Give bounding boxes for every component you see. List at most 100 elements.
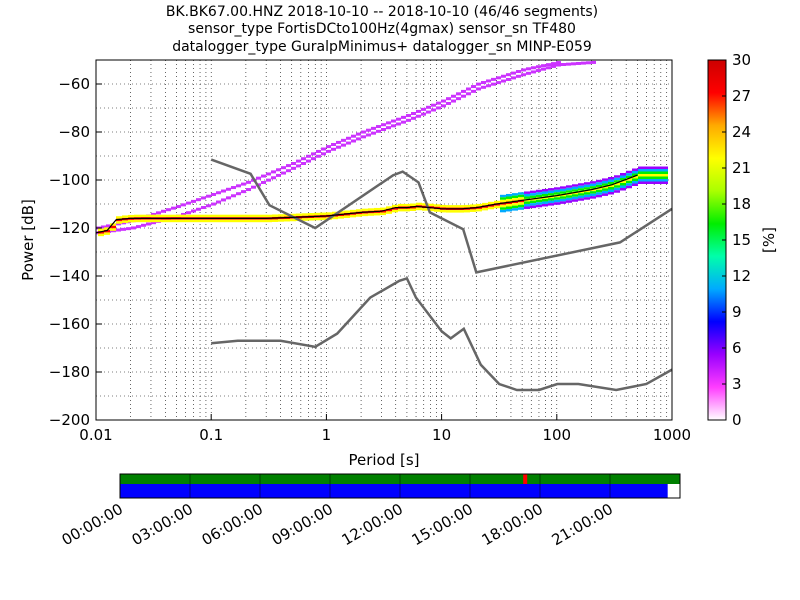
density-cell <box>488 201 494 205</box>
density-cell <box>464 209 470 213</box>
density-cell <box>464 204 470 208</box>
density-cell <box>261 180 266 184</box>
density-cell <box>416 207 422 211</box>
density-cell <box>596 184 602 188</box>
timeline-tick-label: 15:00:00 <box>409 500 476 549</box>
density-cell <box>458 210 464 213</box>
density-cell <box>271 176 276 180</box>
density-cell <box>452 210 458 213</box>
density-cell <box>656 179 662 182</box>
density-cell <box>590 188 596 192</box>
density-cell <box>551 64 556 68</box>
x-tick-label: 100 <box>542 426 571 444</box>
density-cell <box>560 191 566 194</box>
density-cell <box>356 209 362 212</box>
density-cell <box>572 196 578 200</box>
density-cell <box>276 168 281 172</box>
density-cell <box>554 199 560 203</box>
density-cell <box>131 226 136 230</box>
density-cell <box>556 61 561 65</box>
density-cell <box>590 186 596 189</box>
density-cell <box>578 183 584 186</box>
density-cell <box>632 180 638 184</box>
density-cell <box>246 180 251 184</box>
title-line-3: datalogger_type GuralpMinimus+ datalogge… <box>172 39 592 55</box>
density-cell <box>260 214 266 218</box>
density-cell <box>608 189 614 192</box>
density-cell <box>236 192 241 196</box>
density-cell <box>266 172 271 176</box>
density-cell <box>151 212 156 216</box>
density-cell <box>186 211 191 215</box>
density-cell <box>662 169 668 172</box>
density-cell <box>500 197 506 200</box>
density-cell <box>446 97 451 101</box>
density-cell <box>662 174 668 177</box>
density-cell <box>512 208 518 211</box>
density-cell <box>164 214 170 218</box>
density-cell <box>121 227 126 231</box>
density-cell <box>272 214 278 217</box>
density-cell <box>422 203 428 206</box>
density-cell <box>410 208 416 211</box>
density-cell <box>431 108 436 112</box>
density-cell <box>512 195 518 199</box>
density-cell <box>638 181 644 184</box>
density-cell <box>644 174 650 177</box>
density-cell <box>548 198 554 201</box>
density-cell <box>576 61 581 65</box>
density-cell <box>182 214 188 218</box>
timeline-tick-label: 09:00:00 <box>269 500 336 549</box>
density-cell <box>560 186 566 189</box>
density-cell <box>542 198 548 202</box>
density-cell <box>638 174 644 177</box>
density-cell <box>650 171 656 174</box>
density-cell <box>362 213 368 217</box>
density-cell <box>591 60 596 64</box>
density-cell <box>146 219 152 223</box>
density-cell <box>650 176 656 179</box>
density-cell <box>656 169 662 172</box>
density-cell <box>620 173 626 176</box>
density-cell <box>106 224 111 228</box>
density-cell <box>571 62 576 66</box>
density-cell <box>231 186 236 190</box>
density-cell <box>176 219 182 223</box>
density-cell <box>326 212 332 215</box>
high-noise-model-line <box>210 158 673 274</box>
density-cell <box>374 207 380 211</box>
density-cell <box>572 199 578 202</box>
density-cell <box>134 214 140 218</box>
density-cell <box>608 181 614 185</box>
density-cell <box>221 198 226 202</box>
density-cell <box>152 214 158 218</box>
density-cell <box>512 198 518 201</box>
title-line-1: BK.BK67.00.HNZ 2018-10-10 -- 2018-10-10 … <box>166 4 598 20</box>
y-tick-label: −180 <box>49 363 90 381</box>
density-cell <box>602 188 608 191</box>
density-cell <box>380 207 386 211</box>
timeline-tick-label: 03:00:00 <box>129 500 196 549</box>
x-axis-label: Period [s] <box>348 451 419 469</box>
density-cell <box>441 99 446 103</box>
density-cell <box>211 202 216 206</box>
density-cell <box>146 214 152 218</box>
density-cell <box>470 204 476 207</box>
density-cell <box>608 191 614 195</box>
density-cell <box>578 195 584 199</box>
density-cell <box>542 188 548 192</box>
density-cell <box>626 178 632 181</box>
density-cell <box>626 185 632 189</box>
density-cell <box>632 175 638 179</box>
density-cell <box>401 115 406 119</box>
density-cell <box>656 181 662 184</box>
density-cell <box>626 175 632 179</box>
density-cell <box>272 219 278 222</box>
density-cell <box>301 162 306 166</box>
density-cell <box>440 204 446 208</box>
density-cell <box>371 126 376 130</box>
density-cell <box>536 69 541 73</box>
density-cell <box>356 137 361 141</box>
density-cell <box>572 186 578 190</box>
